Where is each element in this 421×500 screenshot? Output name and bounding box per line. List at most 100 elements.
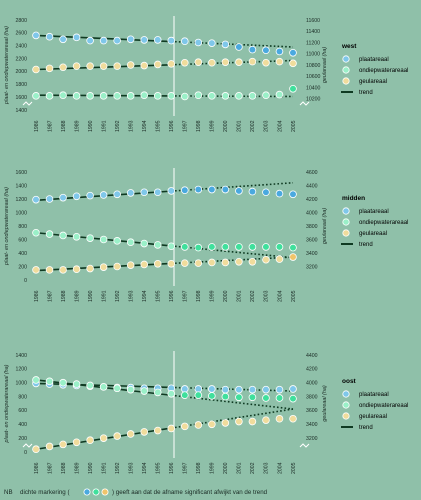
right-tick-label: 11600: [306, 18, 320, 24]
right-tick-label: 3800: [306, 394, 318, 400]
data-point-ondiepwaterareaal: [140, 91, 149, 100]
left-tick-label: 1400: [15, 108, 27, 114]
x-tick-label: 1994: [142, 120, 148, 132]
data-point-ondiepwaterareaal: [126, 238, 135, 247]
left-tick-label: 200: [18, 436, 27, 442]
left-tick-label: 1400: [15, 183, 27, 189]
data-point-plaatareaal: [275, 385, 284, 394]
legend-swatch-ondiepwaterareaal: [342, 66, 350, 74]
data-point-geulareaal: [194, 259, 203, 267]
x-tick-label: 1998: [196, 290, 202, 302]
legend-label-ondiepwaterareaal: ondiepwaterareaal: [359, 220, 408, 226]
data-point-ondiepwaterareaal: [32, 228, 40, 237]
data-point-geulareaal: [208, 58, 216, 67]
left-tick-label: 1400: [15, 353, 27, 359]
left-tick-label: 200: [18, 264, 27, 270]
y-axis-right-title: geulareaal (ha): [322, 47, 328, 83]
trend-extrapolation-geulareaal: [171, 256, 294, 265]
data-point-geulareaal: [32, 445, 40, 454]
x-tick-label: 1988: [61, 120, 67, 132]
data-point-geulareaal: [194, 421, 203, 429]
data-point-geulareaal: [289, 253, 297, 261]
data-point-plaatareaal: [208, 39, 216, 47]
x-tick-label: 1992: [115, 290, 121, 302]
data-point-geulareaal: [289, 59, 297, 68]
left-tick-label: 400: [18, 251, 27, 257]
data-point-ondiepwaterareaal: [99, 235, 108, 244]
x-tick-label: 2003: [264, 290, 270, 302]
data-point-ondiepwaterareaal: [86, 381, 94, 390]
data-point-geulareaal: [32, 65, 40, 74]
legend-swatch-ondiepwaterareaal: [342, 401, 350, 409]
x-tick-label: 1986: [34, 120, 40, 132]
trend-extrapolation-geulareaal: [171, 59, 294, 66]
legend-label-geulareaal: geulareaal: [359, 414, 387, 420]
footnote-dense-marker: [92, 488, 100, 496]
left-tick-label: 0: [24, 450, 27, 456]
data-point-ondiepwaterareaal: [167, 92, 176, 100]
data-point-plaatareaal: [194, 385, 203, 393]
data-point-ondiepwaterareaal: [59, 231, 67, 240]
data-point-plaatareaal: [275, 47, 284, 56]
x-tick-label: 1988: [61, 462, 67, 474]
data-point-plaatareaal: [194, 185, 203, 194]
left-tick-label: 1200: [15, 367, 27, 373]
x-tick-label: 1993: [128, 120, 134, 132]
data-point-plaatareaal: [32, 31, 40, 40]
legend-swatch-plaatareaal: [342, 390, 350, 398]
data-point-ondiepwaterareaal: [45, 230, 54, 238]
y-axis-left-title: plaat- en ondiepwaterareaal (ha): [4, 26, 10, 105]
data-point-geulareaal: [167, 60, 176, 68]
trend-extrapolation-ondiepwaterareaal: [171, 245, 294, 259]
data-point-geulareaal: [153, 60, 162, 69]
x-tick-label: 1997: [183, 120, 189, 132]
data-point-geulareaal: [208, 420, 216, 429]
left-tick-label: 800: [18, 224, 27, 230]
footnote: NB dichte markering () geeft aan dat de a…: [4, 488, 268, 496]
data-point-plaatareaal: [153, 188, 162, 197]
data-point-ondiepwaterareaal: [180, 391, 189, 399]
x-tick-label: 2002: [250, 462, 256, 474]
legend-swatch-geulareaal: [342, 77, 350, 85]
x-tick-label: 2001: [237, 462, 243, 474]
data-point-ondiepwaterareaal: [99, 383, 108, 391]
right-tick-label: 10200: [306, 97, 321, 103]
right-tick-label: 4600: [306, 170, 318, 176]
footnote-dense-marker: [101, 488, 109, 496]
left-tick-label: 1600: [15, 170, 27, 176]
data-point-ondiepwaterareaal: [248, 243, 257, 251]
x-tick-label: 2004: [277, 120, 283, 132]
data-point-geulareaal: [275, 255, 284, 263]
data-point-geulareaal: [59, 63, 67, 72]
data-point-plaatareaal: [86, 191, 94, 200]
data-point-ondiepwaterareaal: [262, 91, 270, 100]
legend-swatch-geulareaal: [342, 229, 350, 237]
data-point-ondiepwaterareaal: [45, 377, 54, 386]
x-tick-label: 2001: [237, 120, 243, 132]
data-point-plaatareaal: [248, 45, 257, 54]
x-tick-label: 1987: [47, 462, 53, 474]
data-point-geulareaal: [99, 62, 108, 70]
data-point-plaatareaal: [167, 187, 176, 195]
panel-title: west: [341, 43, 357, 50]
data-point-ondiepwaterareaal: [289, 84, 297, 93]
x-tick-label: 1992: [115, 462, 121, 474]
right-tick-label: 10600: [306, 74, 321, 80]
data-point-plaatareaal: [167, 36, 176, 45]
data-point-ondiepwaterareaal: [72, 92, 81, 100]
data-point-geulareaal: [86, 436, 94, 445]
data-point-geulareaal: [140, 428, 149, 436]
data-point-ondiepwaterareaal: [126, 385, 135, 394]
data-point-plaatareaal: [235, 43, 243, 51]
data-point-ondiepwaterareaal: [235, 393, 243, 402]
data-point-geulareaal: [126, 61, 135, 69]
data-point-plaatareaal: [235, 187, 243, 195]
x-tick-label: 1991: [101, 462, 107, 474]
data-point-ondiepwaterareaal: [208, 92, 216, 100]
y-axis-right-title: geulareaal (ha): [322, 385, 328, 421]
right-tick-label: 3200: [306, 264, 318, 270]
data-point-geulareaal: [194, 58, 203, 66]
axis-break-right: [299, 443, 310, 448]
x-tick-label: 2004: [277, 462, 283, 474]
data-point-geulareaal: [248, 257, 257, 266]
